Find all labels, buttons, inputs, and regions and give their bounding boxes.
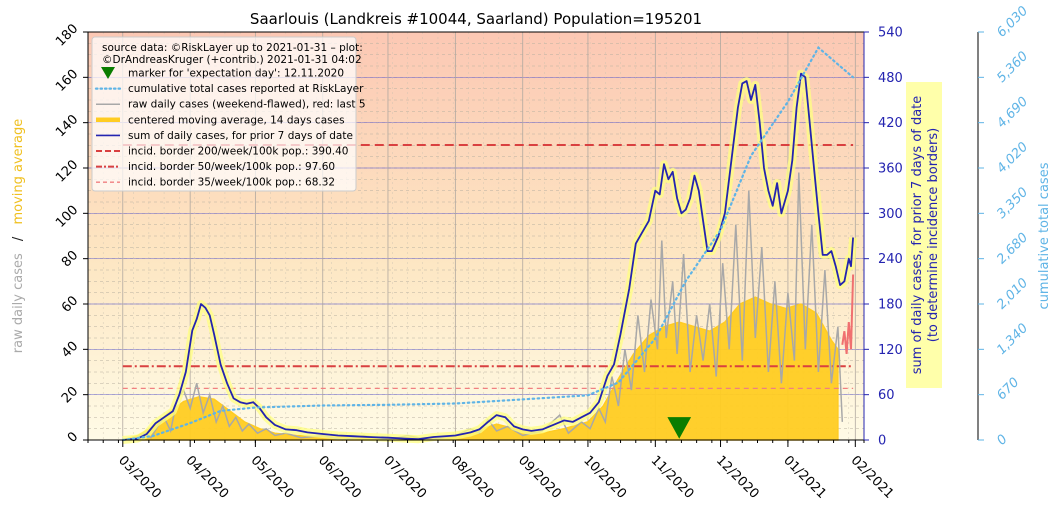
- far-right-axis-tick-label: 670: [994, 375, 1022, 403]
- legend-header-line1: source data: ©RiskLayer up to 2021-01-31…: [102, 42, 363, 54]
- x-axis-tick-label: 12/2020: [713, 453, 762, 502]
- left-axis-tick-label: 40: [59, 339, 81, 361]
- legend-marker-swatch: [101, 67, 115, 79]
- far-right-axis-tick-label: 5,360: [994, 49, 1031, 86]
- right-axis-label-box: [906, 82, 942, 388]
- left-axis-tick-label: 160: [53, 67, 81, 95]
- legend-entry-label: sum of daily cases, for prior 7 days of …: [128, 130, 353, 142]
- far-right-axis-label: cumulative total cases: [1037, 162, 1052, 309]
- x-axis-tick-label: 02/2021: [848, 453, 897, 502]
- far-right-axis: 0 670 1,340 2,010 2,680 3,350 4,020 4,690 5,360 6…: [977, 4, 1031, 448]
- right-axis-tick-label: 60: [878, 388, 895, 403]
- left-axis-label-avg: moving average: [11, 119, 26, 225]
- series-cumulative-line: [121, 45, 855, 442]
- marker-layer: [667, 417, 692, 439]
- right-axis-tick-label: 420: [878, 116, 903, 131]
- legend-entry-label: centered moving average, 14 days cases: [128, 114, 345, 126]
- left-axis-tick-label: 120: [53, 157, 81, 185]
- far-right-axis-tick-label: 0: [994, 432, 1010, 448]
- legend-entry-label: incid. border 200/week/100k pop.: 390.40: [128, 146, 348, 158]
- far-right-axis-tick-label: 4,690: [994, 94, 1031, 131]
- right-axis-tick-label: 360: [878, 162, 903, 177]
- far-right-axis-tick-label: 3,350: [994, 185, 1031, 222]
- x-axis-tick-label: 06/2020: [315, 453, 364, 502]
- legend-entry-label: incid. border 35/week/100k pop.: 68.32: [128, 177, 335, 189]
- expectation-day-marker: [667, 417, 692, 439]
- line-layer: [121, 45, 858, 444]
- x-axis-tick-label: 11/2020: [648, 453, 697, 502]
- left-axis-label-separator: /: [11, 236, 26, 241]
- legend-entry-label: marker for 'expectation day': 12.11.2020: [128, 68, 344, 80]
- x-axis: 03/2020 04/2020 05/2020 06/2020 07/2020 08/20…: [87, 440, 897, 502]
- legend-box: [91, 36, 357, 192]
- left-axis-label: raw daily cases / moving average: [11, 119, 26, 353]
- right-axis-tick-label: 120: [878, 343, 903, 358]
- legend-entry-label: incid. border 50/week/100k pop.: 97.60: [128, 161, 335, 173]
- right-axis-label-line2: (to determine incidence borders): [926, 128, 941, 343]
- far-right-axis-tick-label: 6,030: [994, 4, 1031, 41]
- left-axis-tick-label: 180: [53, 21, 81, 49]
- right-axis-tick-label: 0: [878, 434, 886, 449]
- legend-entry-label: cumulative total cases reported at RiskL…: [128, 83, 364, 95]
- far-right-axis-tick-label: 1,340: [994, 321, 1031, 358]
- x-axis-tick-label: 03/2020: [115, 453, 164, 502]
- right-axis-tick-label: 240: [878, 252, 903, 267]
- left-axis: 0 20 40 60 80 100 120 140 160 180: [53, 21, 88, 446]
- left-axis-tick-label: 20: [59, 384, 81, 406]
- x-axis-tick-label: 04/2020: [183, 453, 232, 502]
- left-axis-tick-label: 140: [53, 112, 81, 140]
- legend-entry-label: raw daily cases (weekend-flawed), red: l…: [128, 99, 366, 111]
- right-axis-tick-label: 300: [878, 207, 903, 222]
- right-axis: 0 60 120 180 240 300 360 420 480 540: [863, 26, 903, 449]
- x-axis-tick-label: 05/2020: [248, 453, 297, 502]
- right-axis-label-line1: sum of daily cases, for prior 7 days of …: [910, 96, 925, 375]
- left-axis-tick-label: 60: [59, 293, 81, 315]
- right-axis-tick-label: 180: [878, 298, 903, 313]
- left-axis-tick-label: 100: [53, 203, 81, 231]
- series-raw-daily-recent-line: [841, 274, 855, 354]
- legend-header-line2: ©DrAndreasKruger (+contrib.) 2021-01-31 …: [102, 54, 362, 66]
- left-axis-tick-label: 0: [65, 429, 81, 445]
- chart-title: Saarlouis (Landkreis #10044, Saarland) P…: [250, 10, 702, 28]
- series-7day-sum-line: [122, 72, 854, 441]
- x-axis-tick-label: 07/2020: [380, 453, 429, 502]
- right-axis-tick-label: 540: [878, 26, 903, 41]
- left-axis-label-raw: raw daily cases: [11, 253, 26, 353]
- x-axis-tick-label: 09/2020: [515, 453, 564, 502]
- x-axis-tick-label: 08/2020: [448, 453, 497, 502]
- x-axis-tick-label: 10/2020: [580, 453, 629, 502]
- left-axis-tick-label: 80: [59, 248, 81, 270]
- far-right-axis-tick-label: 2,010: [994, 276, 1031, 313]
- right-axis-tick-label: 480: [878, 71, 903, 86]
- far-right-axis-tick-label: 4,020: [994, 140, 1031, 177]
- x-axis-tick-label: 01/2021: [780, 453, 829, 502]
- far-right-axis-tick-label: 2,680: [994, 230, 1031, 267]
- legend: source data: ©RiskLayer up to 2021-01-31…: [91, 36, 366, 192]
